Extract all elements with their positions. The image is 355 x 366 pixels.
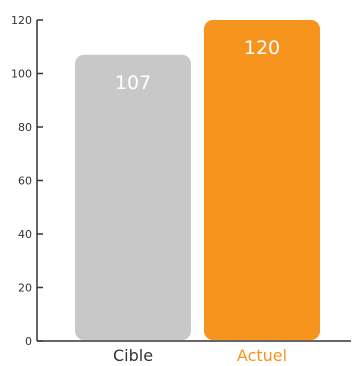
labels: 107 Cible 120 Actuel <box>113 37 287 365</box>
data-label-actuel: 120 <box>244 37 280 59</box>
category-label-actuel: Actuel <box>237 346 287 365</box>
y-tick-label-120: 120 <box>11 14 32 27</box>
bar-cible <box>75 54 191 341</box>
data-label-cible: 107 <box>115 72 151 94</box>
y-tick-label-60: 60 <box>18 175 32 188</box>
bars <box>75 20 320 341</box>
y-tick-label-0: 0 <box>25 335 32 348</box>
y-tick-label-40: 40 <box>18 228 32 241</box>
axes: 0 20 40 60 80 100 120 <box>11 14 351 348</box>
y-tick-label-20: 20 <box>18 282 32 295</box>
category-label-cible: Cible <box>113 346 153 365</box>
y-tick-label-100: 100 <box>11 68 32 81</box>
bar-actuel <box>204 20 320 340</box>
y-tick-label-80: 80 <box>18 121 32 134</box>
